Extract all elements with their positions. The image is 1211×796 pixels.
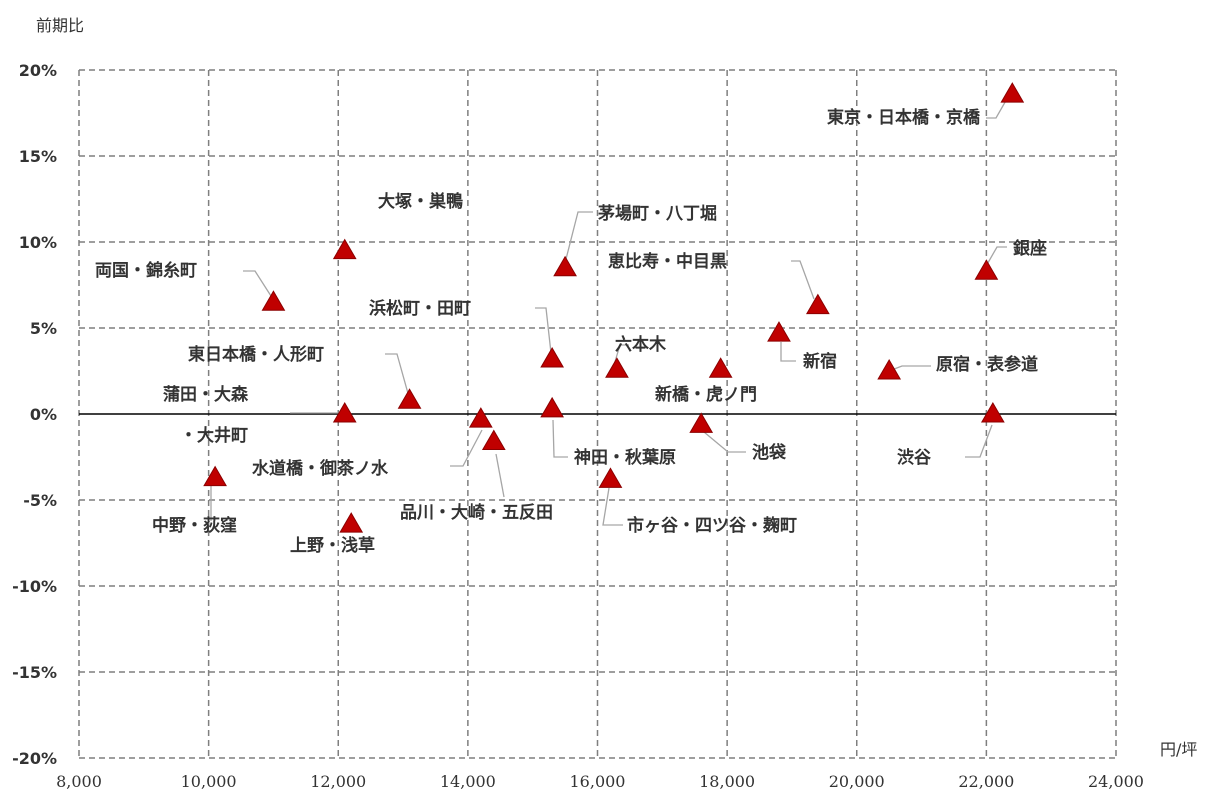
triangle-marker (481, 429, 506, 451)
y-tick-label: 15% (19, 147, 57, 166)
point-label: 蒲田・大森 (163, 384, 249, 405)
point-label: 中野・荻窪 (152, 515, 237, 536)
point-label: 六本木 (615, 334, 667, 355)
leader-line (613, 344, 629, 366)
y-tick-label: 5% (30, 319, 57, 338)
x-tick-label: 12,000 (310, 772, 366, 791)
y-tick-label: -10% (12, 577, 57, 596)
triangle-marker (540, 346, 564, 368)
x-tick-label: 14,000 (440, 772, 496, 791)
point-label: 恵比寿・中目黒 (608, 251, 727, 272)
point-label: 新宿 (803, 351, 837, 372)
triangle-marker (980, 402, 1005, 423)
point-label: 大塚・巣鴨 (378, 191, 463, 212)
triangle-marker (598, 467, 623, 488)
leader-line (535, 307, 552, 354)
y-tick-label: -15% (12, 663, 57, 682)
point-label: 上野・浅草 (290, 535, 375, 556)
triangle-marker (1000, 82, 1025, 103)
x-tick-label: 24,000 (1088, 772, 1144, 791)
x-tick-label: 10,000 (181, 772, 237, 791)
y-tick-label: 10% (19, 233, 57, 252)
point-label: 茅場町・八丁堀 (598, 204, 717, 224)
x-tick-labels: 8,000 10,000 12,000 14,000 16,000 18,000 20,00… (56, 772, 1144, 791)
leader-line (780, 342, 796, 362)
y-tick-label: 20% (19, 61, 57, 80)
triangle-marker (767, 321, 791, 342)
point-label: 水道橋・御茶ノ水 (252, 458, 389, 479)
y-tick-label: -20% (12, 749, 57, 768)
triangle-marker (332, 238, 357, 260)
triangle-marker (332, 402, 357, 423)
point-label: 銀座 (1013, 238, 1047, 259)
y-axis-title: 前期比 (36, 16, 84, 35)
point-label: 両国・錦糸町 (95, 260, 197, 281)
x-tick-label: 18,000 (699, 772, 755, 791)
leader-line (564, 211, 593, 264)
triangle-marker (877, 359, 902, 380)
point-label: 渋谷 (897, 447, 932, 468)
point-label: 東日本橋・人形町 (188, 344, 324, 365)
point-label: 新橋・虎ノ門 (655, 384, 757, 405)
triangle-marker (605, 357, 629, 378)
triangle-marker (974, 259, 999, 280)
leader-line (243, 270, 272, 297)
triangle-marker (468, 407, 493, 428)
data-markers (203, 82, 1025, 533)
extra-label: ・大井町 (180, 425, 248, 446)
triangle-marker (689, 412, 714, 433)
y-tick-label: 0% (30, 405, 57, 424)
point-label: 原宿・表参道 (936, 354, 1038, 375)
triangle-marker (203, 465, 227, 487)
leader-line (965, 424, 993, 458)
triangle-marker (708, 357, 733, 378)
leader-line (986, 96, 1009, 119)
triangle-marker (261, 290, 286, 311)
x-tick-label: 20,000 (829, 772, 885, 791)
x-axis-title: 円/坪 (1160, 740, 1197, 759)
leader-line (450, 429, 483, 467)
leader-line (385, 353, 410, 398)
x-tick-label: 8,000 (56, 772, 102, 791)
triangle-marker (805, 293, 830, 315)
point-label: 市ヶ谷・四ツ谷・麹町 (627, 515, 797, 536)
point-label: 東京・日本橋・京橋 (827, 107, 981, 128)
x-tick-label: 16,000 (570, 772, 626, 791)
leader-line (984, 246, 1007, 269)
triangle-marker (339, 512, 364, 533)
leader-line (602, 487, 623, 526)
leader-line (495, 453, 505, 498)
leader-line (791, 260, 815, 300)
triangle-marker (540, 396, 564, 418)
triangle-marker (397, 388, 422, 409)
leader-line (703, 431, 746, 453)
y-tick-label: -5% (23, 491, 57, 510)
point-label: 浜松町・田町 (369, 298, 471, 319)
leader-lines (210, 96, 1009, 526)
leader-line (552, 419, 568, 458)
point-label: 品川・大崎・五反田 (400, 502, 553, 523)
x-tick-label: 22,000 (958, 772, 1014, 791)
y-tick-labels: 20% 15% 10% 5% 0% -5% -10% -15% -20% (12, 61, 57, 768)
triangle-marker (553, 255, 577, 277)
point-label: 池袋 (752, 442, 787, 463)
point-label: 神田・秋葉原 (574, 447, 676, 468)
